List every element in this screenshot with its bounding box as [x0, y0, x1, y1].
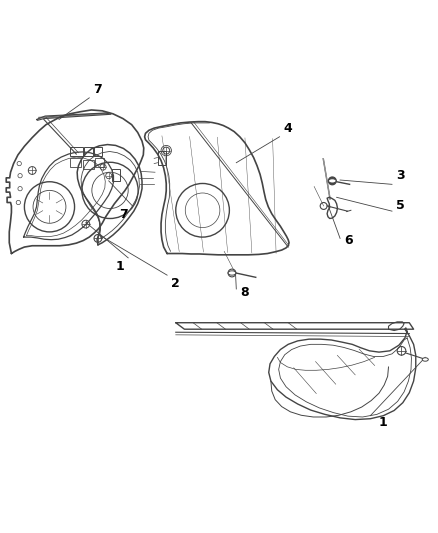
Circle shape	[328, 177, 336, 185]
Text: 1: 1	[379, 416, 388, 429]
Ellipse shape	[422, 358, 428, 361]
Ellipse shape	[328, 179, 336, 183]
Text: 5: 5	[396, 199, 405, 213]
Bar	[84, 147, 93, 156]
Bar	[112, 169, 120, 181]
Text: 2: 2	[171, 277, 180, 290]
Text: 3: 3	[396, 169, 405, 182]
Text: 4: 4	[284, 122, 293, 135]
Bar	[70, 158, 81, 167]
Bar	[95, 158, 103, 167]
Bar	[70, 147, 83, 156]
Bar	[94, 147, 102, 156]
Text: 8: 8	[240, 286, 249, 299]
Text: 1: 1	[115, 260, 124, 273]
Bar	[83, 160, 94, 169]
Text: 6: 6	[344, 234, 353, 247]
Text: 7: 7	[120, 208, 128, 221]
Text: 7: 7	[94, 83, 102, 96]
Ellipse shape	[228, 271, 236, 275]
Bar	[158, 151, 166, 165]
